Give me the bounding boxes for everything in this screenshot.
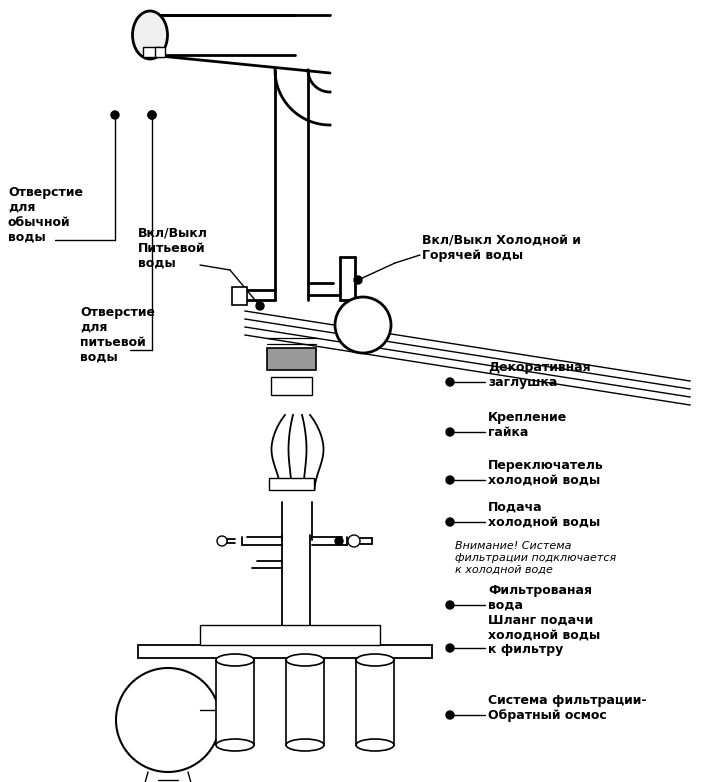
Text: Крепление
гайка: Крепление гайка [488,411,567,439]
Circle shape [348,535,360,547]
Bar [143,47,161,57]
Bar [216,660,254,745]
Bar [271,377,312,395]
Text: Вкл/Выкл Холодной и
Горячей воды: Вкл/Выкл Холодной и Горячей воды [422,234,581,262]
Bar [356,660,394,745]
Text: Фильтрованая
вода: Фильтрованая вода [488,584,592,612]
Circle shape [446,644,454,652]
Text: Подача
холодной воды: Подача холодной воды [488,501,600,529]
Circle shape [446,428,454,436]
Bar [232,287,247,305]
Circle shape [354,276,362,284]
Circle shape [111,111,119,119]
Text: Шланг подачи
холодной воды
к фильтру: Шланг подачи холодной воды к фильтру [488,614,600,657]
Circle shape [446,711,454,719]
Bar [155,47,165,57]
Ellipse shape [216,739,254,751]
Text: Отверстие
для
питьевой
воды: Отверстие для питьевой воды [80,306,155,364]
Ellipse shape [356,739,394,751]
Bar [269,478,314,490]
Circle shape [446,476,454,484]
Circle shape [217,536,227,546]
Circle shape [446,378,454,386]
Bar [138,645,432,658]
Ellipse shape [286,739,324,751]
Ellipse shape [286,654,324,666]
Circle shape [116,668,220,772]
Ellipse shape [216,654,254,666]
Circle shape [256,302,264,310]
Circle shape [446,518,454,526]
Ellipse shape [132,11,168,59]
Circle shape [148,111,156,119]
Bar [286,660,324,745]
Ellipse shape [356,654,394,666]
Text: Система фильтрации-
Обратный осмос: Система фильтрации- Обратный осмос [488,694,646,722]
Circle shape [446,601,454,609]
Circle shape [148,111,156,119]
Bar [200,625,380,645]
Text: Отверстие
для
обычной
воды: Отверстие для обычной воды [8,186,83,244]
Text: Внимание! Система
фильтрации подключается
к холодной воде: Внимание! Система фильтрации подключаетс… [455,541,616,575]
Circle shape [335,297,391,353]
Text: Вкл/Выкл
Питьевой
воды: Вкл/Выкл Питьевой воды [138,227,208,270]
Text: Декоративная
заглушка: Декоративная заглушка [488,361,591,389]
Bar [267,348,316,370]
Circle shape [335,537,343,545]
Text: Переключатель
холодной воды: Переключатель холодной воды [488,459,604,487]
